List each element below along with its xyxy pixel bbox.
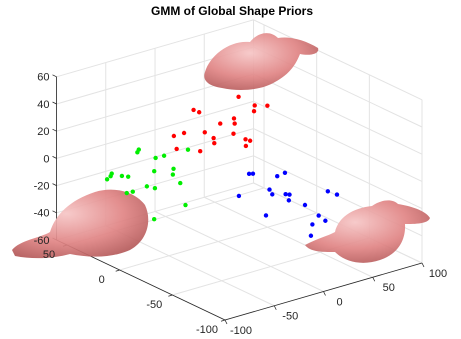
point [264, 213, 268, 217]
point [218, 121, 222, 125]
point [267, 187, 271, 191]
grid-line [254, 101, 422, 181]
shape-left [12, 190, 148, 259]
tick-mark [53, 102, 57, 104]
point [252, 109, 256, 113]
tick-mark [422, 263, 424, 267]
x-tick-label: 50 [43, 249, 55, 261]
tick-mark [373, 277, 375, 281]
point [153, 186, 157, 190]
point [172, 134, 176, 138]
grid-line [155, 212, 323, 292]
point [182, 131, 186, 135]
point [137, 147, 141, 151]
point [152, 169, 156, 173]
point [131, 190, 135, 194]
tick-mark [53, 129, 57, 131]
point [186, 148, 190, 152]
tick-mark [53, 156, 57, 158]
point [283, 171, 287, 175]
point [110, 171, 114, 175]
tick-mark [168, 295, 172, 296]
point [287, 198, 291, 202]
y-tick-label: -100 [230, 325, 252, 337]
point [183, 203, 187, 207]
point [303, 203, 307, 207]
point [253, 103, 257, 107]
point [237, 194, 241, 198]
point [152, 217, 156, 221]
x-tick-label: 0 [99, 274, 105, 286]
point [126, 174, 130, 178]
z-tick-label: 40 [37, 99, 49, 111]
tick-mark [274, 306, 276, 310]
point [287, 192, 291, 196]
point [120, 174, 124, 178]
tick-mark [53, 184, 57, 186]
point [275, 174, 279, 178]
point [335, 192, 339, 196]
tick-mark [116, 270, 120, 271]
point [323, 219, 327, 223]
tick-mark [221, 320, 225, 321]
x-tick-label: -100 [196, 324, 218, 336]
y-tick-label: 50 [383, 282, 395, 294]
point [212, 141, 216, 145]
chart: -100-50050-100-50050100-60-40-200204060 … [0, 0, 461, 339]
z-tick-label: -60 [34, 235, 50, 247]
point [283, 192, 287, 196]
point [162, 154, 166, 158]
y-tick-label: 0 [336, 296, 342, 308]
z-tick-label: 20 [37, 126, 49, 138]
point [236, 95, 240, 99]
point [232, 116, 236, 120]
z-tick-label: -20 [34, 181, 50, 193]
y-tick-label: -50 [282, 311, 298, 323]
x-tick-label: -50 [146, 299, 162, 311]
point [153, 156, 157, 160]
point [231, 132, 235, 136]
point [125, 191, 129, 195]
point [243, 137, 247, 141]
point [265, 103, 269, 107]
z-tick-label: -40 [34, 208, 50, 220]
point [251, 171, 255, 175]
tick-mark [225, 320, 227, 324]
point [248, 139, 252, 143]
z-tick-label: 0 [43, 153, 49, 165]
tick-mark [53, 75, 57, 77]
point [211, 136, 215, 140]
point [244, 144, 248, 148]
point [174, 147, 178, 151]
point [270, 192, 274, 196]
y-tick-label: 100 [429, 268, 447, 280]
shape-renders [12, 33, 430, 263]
z-tick-label: 60 [37, 72, 49, 84]
point [105, 177, 109, 181]
grid-line [254, 74, 422, 154]
point [191, 108, 195, 112]
point [247, 172, 251, 176]
point [178, 181, 182, 185]
chart-title: GMM of Global Shape Priors [151, 4, 313, 18]
point [197, 110, 201, 114]
point [198, 149, 202, 153]
point [326, 189, 330, 193]
point [309, 234, 313, 238]
point [316, 213, 320, 217]
point [145, 184, 149, 188]
point [232, 121, 236, 125]
tick-mark [324, 292, 326, 296]
point [310, 222, 314, 226]
tick-mark [53, 211, 57, 213]
point [171, 172, 175, 176]
point [203, 130, 207, 134]
point [171, 167, 175, 171]
shape-top [204, 33, 318, 90]
